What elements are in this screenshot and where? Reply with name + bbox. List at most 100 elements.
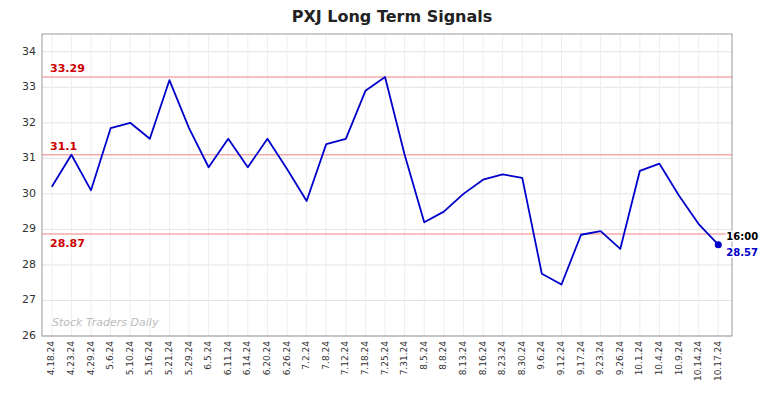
- chart-container: Stock Traders Daily 26 27 28 29 30 31 32 33 34 4.1…: [0, 0, 784, 398]
- x-tick-label: 4.23.24: [66, 341, 76, 376]
- y-grid-line: [42, 193, 732, 194]
- x-tick-label: 5.29.24: [184, 341, 194, 376]
- x-grid-line: [659, 34, 660, 336]
- reference-label: 28.87: [50, 237, 85, 250]
- x-grid-line: [483, 34, 484, 336]
- x-tick-label: 7.2.24: [301, 341, 311, 370]
- price-line: [52, 77, 718, 284]
- x-tick-label: 10.4.24: [654, 341, 664, 376]
- x-tick-label: 7.18.24: [360, 341, 370, 376]
- y-axis: 26 27 28 29 30 31 32 33 34: [22, 45, 36, 342]
- x-grid-line: [639, 34, 640, 336]
- x-tick-label: 5.6.24: [105, 341, 115, 370]
- x-grid-line: [228, 34, 229, 336]
- x-grid-line: [208, 34, 209, 336]
- x-grid-line: [189, 34, 190, 336]
- plot-frame: [42, 34, 732, 336]
- x-tick-label: 9.17.24: [576, 341, 586, 376]
- x-grid-line: [345, 34, 346, 336]
- x-tick-label: 10.17.24: [713, 341, 723, 381]
- x-tick-label: 5.21.24: [164, 341, 174, 376]
- x-grid-line: [502, 34, 503, 336]
- x-grid-line: [306, 34, 307, 336]
- x-grid-line: [91, 34, 92, 336]
- x-grid-line: [620, 34, 621, 336]
- x-axis: 4.18.24 4.23.24 4.29.24 5.6.24 5.10.24 5.16.2…: [46, 341, 722, 381]
- y-tick-label: 34: [22, 45, 36, 58]
- title: PXJ Long Term Signals: [292, 7, 493, 26]
- x-grid-line: [698, 34, 699, 336]
- end-value: 28.57: [726, 247, 758, 258]
- x-grid-line: [718, 34, 719, 336]
- x-grid-line: [541, 34, 542, 336]
- x-grid-line: [247, 34, 248, 336]
- plot-background: [42, 34, 732, 336]
- x-tick-label: 10.14.24: [693, 341, 703, 381]
- grid: [42, 34, 732, 336]
- reference-label: 33.29: [50, 62, 85, 75]
- x-grid-line: [679, 34, 680, 336]
- x-grid-line: [424, 34, 425, 336]
- x-tick-label: 6.26.24: [282, 341, 292, 376]
- x-grid-line: [287, 34, 288, 336]
- reference-label: 31.1: [50, 140, 77, 153]
- x-tick-label: 4.18.24: [46, 341, 56, 376]
- x-grid-line: [130, 34, 131, 336]
- x-grid-line: [581, 34, 582, 336]
- y-grid-line: [42, 264, 732, 265]
- x-tick-label: 6.5.24: [203, 341, 213, 370]
- y-tick-label: 28: [22, 258, 36, 271]
- x-tick-label: 8.23.24: [497, 341, 507, 376]
- y-tick-label: 31: [22, 151, 36, 164]
- annotations: 33.29 31.1 28.87 16:00 28.57: [50, 62, 758, 258]
- x-tick-label: 8.8.24: [438, 341, 448, 370]
- reference-line: [42, 154, 732, 156]
- y-grid-line: [42, 122, 732, 123]
- x-tick-label: 10.1.24: [634, 341, 644, 376]
- chart: Stock Traders Daily 26 27 28 29 30 31 32 33 34 4.1…: [0, 0, 784, 398]
- end-label: 16:00: [726, 231, 758, 242]
- x-tick-label: 4.29.24: [86, 341, 96, 376]
- x-tick-label: 5.16.24: [144, 341, 154, 376]
- x-grid-line: [110, 34, 111, 336]
- x-tick-label: 7.8.24: [321, 341, 331, 370]
- x-tick-label: 7.31.24: [399, 341, 409, 376]
- x-grid-line: [326, 34, 327, 336]
- y-grid-line: [42, 300, 732, 301]
- y-tick-label: 26: [22, 329, 36, 342]
- x-tick-label: 9.26.24: [615, 341, 625, 376]
- x-tick-label: 8.30.24: [517, 341, 527, 376]
- x-grid-line: [365, 34, 366, 336]
- x-grid-line: [443, 34, 444, 336]
- reference-line: [42, 233, 732, 235]
- x-tick-label: 10.9.24: [674, 341, 684, 376]
- x-tick-label: 5.10.24: [125, 341, 135, 376]
- x-tick-label: 9.23.24: [595, 341, 605, 376]
- x-grid-line: [404, 34, 405, 336]
- y-tick-label: 33: [22, 80, 36, 93]
- x-grid-line: [522, 34, 523, 336]
- x-grid-line: [149, 34, 150, 336]
- last-point: [715, 241, 722, 248]
- x-grid-line: [71, 34, 72, 336]
- y-grid-line: [42, 229, 732, 230]
- x-grid-line: [600, 34, 601, 336]
- watermark: Stock Traders Daily: [52, 316, 159, 329]
- x-grid-line: [561, 34, 562, 336]
- x-tick-label: 6.20.24: [262, 341, 272, 376]
- x-tick-label: 9.12.24: [556, 341, 566, 376]
- x-tick-label: 8.13.24: [458, 341, 468, 376]
- y-tick-label: 30: [22, 187, 36, 200]
- y-tick-label: 32: [22, 116, 36, 129]
- reference-line: [42, 76, 732, 78]
- x-tick-label: 8.16.24: [478, 341, 488, 376]
- x-tick-label: 6.11.24: [223, 341, 233, 376]
- y-tick-label: 27: [22, 293, 36, 306]
- x-tick-label: 6.14.24: [242, 341, 252, 376]
- x-grid-line: [267, 34, 268, 336]
- y-grid-line: [42, 51, 732, 52]
- y-tick-label: 29: [22, 222, 36, 235]
- x-tick-label: 7.25.24: [380, 341, 390, 376]
- plot-area: [42, 77, 732, 284]
- y-grid-line: [42, 158, 732, 159]
